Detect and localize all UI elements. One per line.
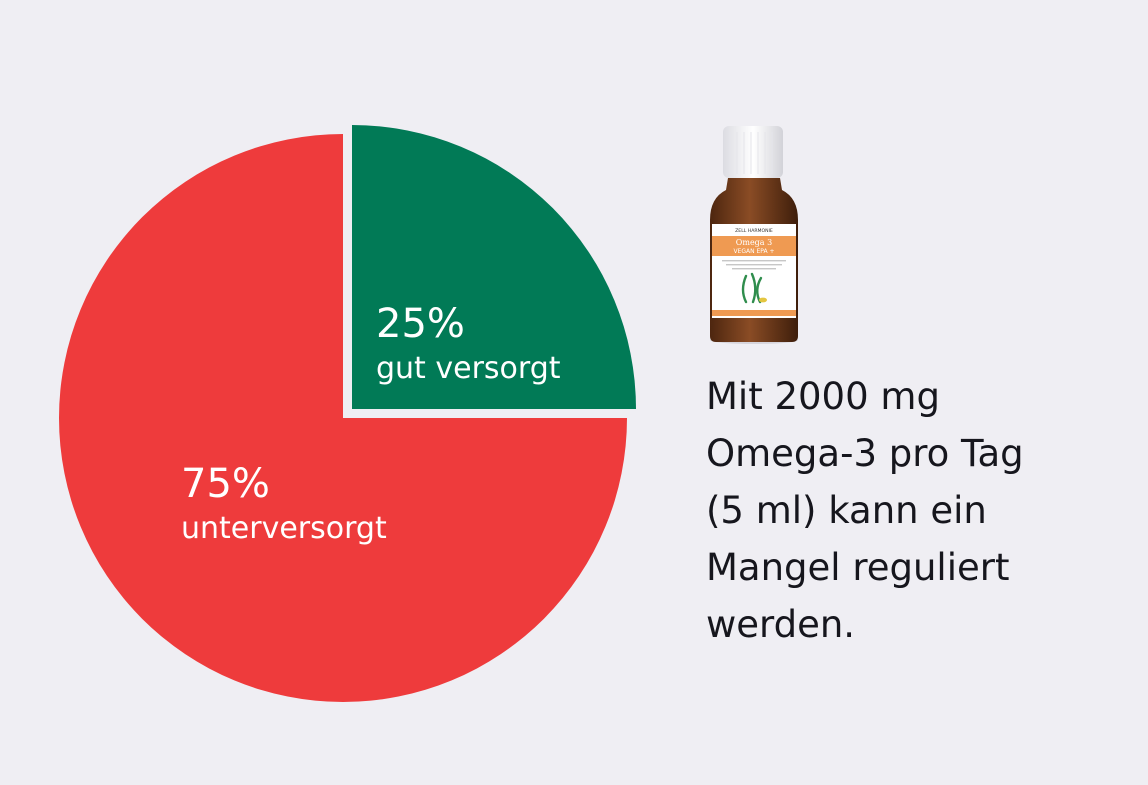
slice-label-percent-gut-versorgt: 25% — [376, 301, 465, 347]
note-line: (5 ml) kann ein — [706, 489, 987, 532]
pie-chart: 25% gut versorgt 75% unterversorgt — [59, 125, 636, 702]
product-name: Omega 3 — [736, 238, 772, 247]
note-line: Mit 2000 mg — [706, 375, 940, 418]
omega3-dosage-note: Mit 2000 mg Omega-3 pro Tag (5 ml) kann … — [706, 368, 1126, 653]
note-line: Omega-3 pro Tag — [706, 432, 1024, 475]
slice-label-text-unterversorgt: unterversorgt — [181, 511, 387, 546]
pie-slice-gut-versorgt — [352, 125, 636, 409]
product-brand: ZELL HARMONIE — [735, 228, 773, 234]
note-line: werden. — [706, 603, 856, 646]
slice-label-text-gut-versorgt: gut versorgt — [376, 351, 561, 386]
slice-label-percent-unterversorgt: 75% — [181, 461, 270, 507]
product-variant: VEGAN EPA + — [733, 248, 774, 255]
pie-slice-unterversorgt — [59, 134, 627, 702]
bottle-cap — [723, 126, 783, 178]
note-line: Mangel reguliert — [706, 546, 1010, 589]
omega3-bottle-image: ZELL HARMONIE Omega 3 VEGAN EPA + — [710, 126, 798, 344]
